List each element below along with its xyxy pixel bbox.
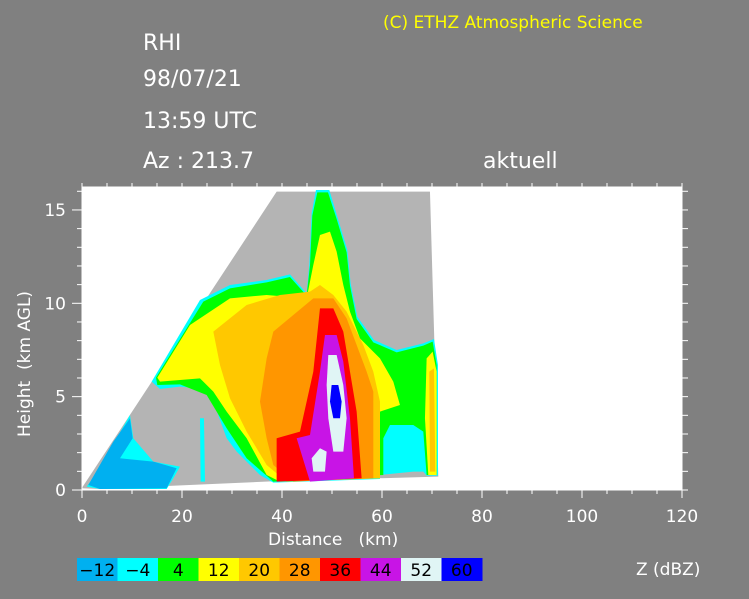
colorbar-level-label: 20 [248,561,270,581]
scan-type-label: RHI [143,31,182,56]
x-tick-label: 80 [471,507,493,527]
colorbar-level-label: 44 [370,561,392,581]
y-tick-label: 10 [44,294,66,314]
colorbar-swatch [158,558,199,581]
colorbar-level-label: 60 [451,561,473,581]
colorbar-swatch [198,558,240,581]
colorbar-swatch [401,558,442,581]
colorbar-swatch [117,558,159,581]
y-tick-label: 0 [55,481,66,501]
copyright-text: (C) ETHZ Atmospheric Science [383,13,643,33]
colorbar-level-label: 28 [289,561,311,581]
x-axis-label: Distance (km) [268,530,398,550]
colorbar-swatch [279,558,321,581]
x-tick-label: 0 [77,507,88,527]
colorbar-level-label: 36 [329,561,351,581]
x-tick-label: 100 [566,507,598,527]
colorbar: −12 −4 4 12 20 28 36 44 52 60 [77,558,483,581]
axes: 0 20 40 60 80 100 120 0 5 10 15 [44,183,698,527]
colorbar-swatch [77,558,118,581]
date-label: 98/07/21 [143,67,242,92]
azimuth-label: Az : 213.7 [143,149,254,174]
colorbar-level-label: 12 [208,561,230,581]
y-axis-label: Height (km AGL) [15,291,35,437]
echo-cyan-spike [199,418,205,482]
echo-low-blue [88,418,177,489]
colorbar-label: Z (dBZ) [636,560,700,580]
colorbar-level-label: −4 [125,561,150,581]
x-tick-label: 40 [271,507,293,527]
y-tick-label: 15 [44,201,66,221]
x-tick-label: 120 [666,507,698,527]
echo-light-bits [311,448,327,472]
colorbar-swatch [239,558,280,581]
colorbar-level-label: 4 [173,561,184,581]
status-label: aktuell [483,149,558,174]
echo-orange-yellow-right [429,368,436,472]
y-tick-label: 5 [55,388,66,408]
x-tick-label: 60 [371,507,393,527]
colorbar-level-label: 52 [410,561,432,581]
echo-blue [329,384,342,419]
time-label: 13:59 UTC [143,109,258,134]
colorbar-swatch [320,558,361,581]
reflectivity-field [81,189,439,489]
colorbar-swatch [360,558,402,581]
x-tick-label: 20 [171,507,193,527]
colorbar-level-label: −12 [79,561,115,581]
colorbar-swatch [441,558,483,581]
